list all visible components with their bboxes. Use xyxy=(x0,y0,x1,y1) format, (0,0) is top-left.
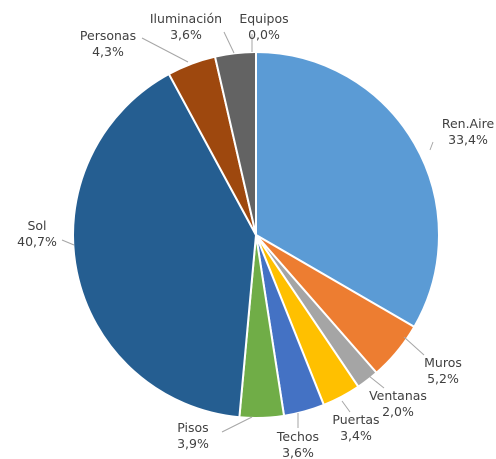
leader-line-personas xyxy=(141,37,189,63)
pie-slice-sol xyxy=(72,72,258,419)
category-label: Muros xyxy=(424,355,462,370)
leader-line-puertas xyxy=(341,400,351,413)
percent-label: 2,0% xyxy=(382,404,414,419)
percent-label: 5,2% xyxy=(427,371,459,386)
data-label-sol: Sol 40,7% xyxy=(17,218,57,249)
category-label: Iluminación xyxy=(150,11,222,26)
percent-label: 0,0% xyxy=(248,27,280,42)
data-labels: Ren.Aire 33,4%Muros 5,2%Ventanas 2,0%Puerta… xyxy=(17,11,494,459)
category-label: Personas xyxy=(80,28,136,43)
percent-label: 3,6% xyxy=(282,445,314,459)
percent-label: 3,9% xyxy=(177,436,209,451)
leader-line-ren-aire xyxy=(429,141,434,151)
data-label-muros: Muros 5,2% xyxy=(424,355,462,386)
category-label: Puertas xyxy=(332,412,379,427)
data-label-ren-aire: Ren.Aire 33,4% xyxy=(442,116,495,147)
data-label-iluminaci-n: Iluminación 3,6% xyxy=(150,11,222,42)
percent-label: 4,3% xyxy=(92,44,124,59)
data-label-equipos: Equipos 0,0% xyxy=(239,11,288,42)
pie-slices xyxy=(72,50,440,419)
percent-label: 3,4% xyxy=(340,428,372,443)
percent-label: 3,6% xyxy=(170,27,202,42)
data-label-techos: Techos 3,6% xyxy=(276,429,319,459)
leader-line-iluminaci-n xyxy=(223,31,235,54)
category-label: Equipos xyxy=(239,11,288,26)
leader-line-muros xyxy=(403,336,425,356)
category-label: Techos xyxy=(276,429,319,444)
data-label-ventanas: Ventanas 2,0% xyxy=(369,388,427,419)
data-label-pisos: Pisos 3,9% xyxy=(177,420,209,451)
leader-lines xyxy=(61,31,434,433)
category-label: Ventanas xyxy=(369,388,427,403)
category-label: Sol xyxy=(27,218,46,233)
pie-slice-ren-aire xyxy=(255,50,440,329)
percent-label: 33,4% xyxy=(448,132,488,147)
leader-line-sol xyxy=(61,239,75,246)
category-label: Pisos xyxy=(177,420,208,435)
percent-label: 40,7% xyxy=(17,234,57,249)
leader-line-pisos xyxy=(221,416,253,433)
leader-line-ventanas xyxy=(368,375,385,389)
data-label-personas: Personas 4,3% xyxy=(80,28,136,59)
data-label-puertas: Puertas 3,4% xyxy=(332,412,379,443)
category-label: Ren.Aire xyxy=(442,116,495,131)
pie-slice-iluminaci-n xyxy=(213,50,257,236)
